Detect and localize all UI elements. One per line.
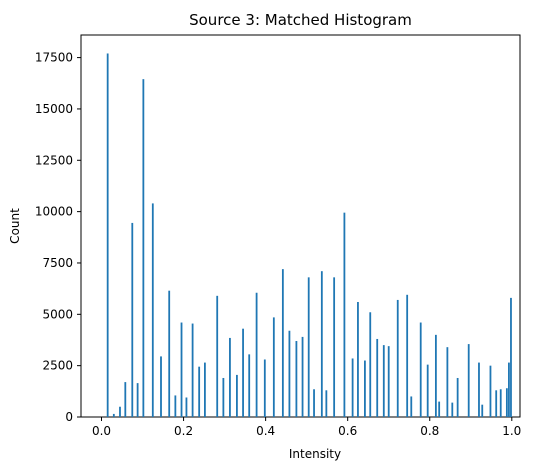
histogram-bar [168, 290, 171, 417]
histogram-bar [131, 222, 134, 417]
y-tick-label: 0 [65, 410, 73, 424]
y-tick-label: 2500 [42, 359, 73, 373]
histogram-bar [351, 358, 354, 417]
histogram-bar [124, 382, 127, 417]
x-tick-label: 0.8 [420, 424, 439, 438]
y-tick-label: 12500 [35, 153, 73, 167]
x-tick-label: 0.0 [92, 424, 111, 438]
y-tick-label: 7500 [42, 256, 73, 270]
histogram-bar [255, 292, 258, 417]
histogram-bar [343, 212, 346, 417]
histogram-bar [180, 322, 183, 417]
histogram-bar [174, 395, 177, 417]
histogram-bar [119, 406, 121, 417]
histogram-bar [364, 360, 366, 417]
histogram-bar [281, 269, 284, 417]
histogram-bar [198, 366, 201, 417]
histogram-bar [510, 297, 512, 417]
histogram-bar [508, 362, 510, 417]
histogram-bar [499, 389, 502, 417]
histogram-bar [426, 364, 429, 417]
histogram-bar [106, 53, 109, 417]
histogram-bar [160, 356, 162, 417]
histogram-bar [434, 334, 437, 417]
histogram-bar [272, 317, 275, 417]
histogram-bar [325, 390, 328, 417]
x-axis: 0.0 0.2 0.4 0.6 0.8 1.0 [92, 417, 521, 438]
plot-frame [80, 34, 521, 418]
histogram-bar [481, 404, 484, 417]
histogram-bar [248, 354, 251, 417]
histogram-bar [505, 388, 508, 417]
histogram-bar [236, 374, 238, 417]
histogram-bar [467, 344, 470, 417]
y-tick-label: 15000 [35, 102, 73, 116]
histogram-bar [136, 383, 139, 417]
histogram-bar [333, 277, 336, 417]
x-tick-label: 0.4 [256, 424, 275, 438]
y-tick-label: 5000 [42, 307, 73, 321]
histogram-bar [142, 79, 145, 417]
histogram-bar [387, 346, 390, 417]
histogram-bar [451, 402, 454, 417]
x-axis-label: Intensity [289, 447, 341, 461]
histogram-bar [406, 294, 409, 417]
histogram-bar [242, 328, 244, 417]
y-axis: 0 2500 5000 7500 10000 12500 15000 17500 [35, 51, 81, 424]
histogram-bar [382, 345, 385, 417]
histogram-bar [307, 277, 310, 417]
histogram-bar [222, 377, 225, 417]
histogram-bar [112, 413, 115, 417]
histogram-bar [419, 322, 422, 417]
histogram-bar [151, 203, 154, 417]
histogram-bar [229, 337, 231, 417]
histogram-bar [320, 271, 323, 417]
x-tick-label: 0.2 [174, 424, 193, 438]
histogram-bar [191, 323, 194, 417]
histogram-bar [495, 390, 498, 417]
histogram-bar [376, 338, 379, 417]
histogram-bar [357, 301, 359, 417]
histogram-bar [185, 397, 188, 417]
histogram-bar [204, 362, 206, 417]
histogram-bar [456, 377, 459, 417]
y-tick-label: 10000 [35, 205, 73, 219]
chart-title: Source 3: Matched Histogram [189, 11, 412, 29]
y-tick-label: 17500 [35, 51, 73, 65]
histogram-bar [438, 401, 441, 417]
x-tick-label: 1.0 [502, 424, 521, 438]
histogram-bar [396, 299, 399, 417]
bars-layer [106, 53, 512, 417]
histogram-bar [410, 396, 413, 417]
histogram-bar [288, 330, 291, 417]
histogram-bar [263, 359, 266, 417]
y-axis-label: Count [8, 208, 22, 244]
histogram-bar [216, 295, 219, 417]
histogram-bar [295, 341, 298, 417]
histogram-bar [369, 312, 372, 417]
histogram-bar [489, 365, 492, 417]
histogram-bar [301, 336, 304, 417]
histogram-bar [478, 362, 480, 417]
histogram-bar [446, 347, 449, 417]
histogram-bar [313, 389, 315, 417]
x-tick-label: 0.6 [338, 424, 357, 438]
